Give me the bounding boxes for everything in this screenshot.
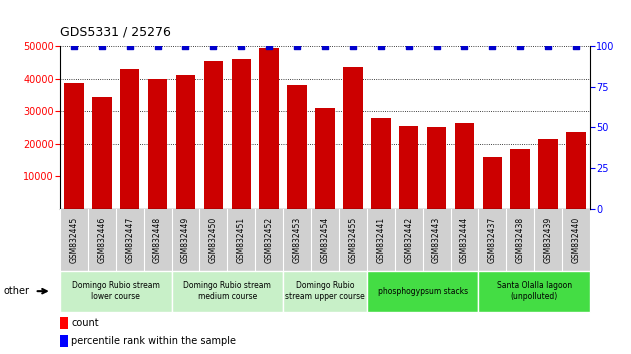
Point (69, 43, 79, 49)
Text: GDS5331 / 25276: GDS5331 / 25276 (60, 26, 171, 39)
Bar (92, 97, 112, 209)
Point (97, 43, 107, 49)
Bar (566, 132, 586, 209)
Text: GSM832440: GSM832440 (572, 217, 581, 263)
Bar (427, 127, 446, 209)
Text: percentile rank within the sample: percentile rank within the sample (71, 336, 236, 346)
Text: GSM832439: GSM832439 (544, 217, 553, 263)
Point (404, 43, 414, 49)
Text: GSM832437: GSM832437 (488, 217, 497, 263)
Point (292, 43, 302, 49)
Text: GSM832454: GSM832454 (321, 217, 329, 263)
Bar (371, 118, 391, 209)
Text: GSM832452: GSM832452 (264, 217, 274, 263)
Text: count: count (71, 318, 98, 328)
Bar (64, 84, 84, 209)
Bar (510, 149, 530, 209)
Text: GSM832455: GSM832455 (348, 217, 357, 263)
Text: GSM832451: GSM832451 (237, 217, 245, 263)
Bar (60, 209, 590, 271)
Text: GSM832438: GSM832438 (516, 217, 525, 263)
Bar (283, 271, 367, 312)
Point (459, 43, 469, 49)
Bar (316, 108, 334, 209)
Text: GSM832444: GSM832444 (460, 217, 469, 263)
Bar (232, 59, 251, 209)
Text: phosphogypsum stacks: phosphogypsum stacks (377, 287, 468, 296)
Bar (478, 271, 590, 312)
Text: GSM832450: GSM832450 (209, 217, 218, 263)
Bar (172, 271, 283, 312)
Point (515, 43, 525, 49)
Bar (60, 317, 68, 329)
Point (348, 43, 358, 49)
Bar (60, 271, 172, 312)
Bar (60, 335, 68, 347)
Bar (120, 69, 139, 209)
Text: Domingo Rubio
stream upper course: Domingo Rubio stream upper course (285, 281, 365, 301)
Bar (483, 157, 502, 209)
Point (432, 43, 442, 49)
Point (153, 43, 163, 49)
Text: GSM832445: GSM832445 (69, 217, 78, 263)
Bar (259, 48, 279, 209)
Text: GSM832448: GSM832448 (153, 217, 162, 263)
Text: GSM832447: GSM832447 (125, 217, 134, 263)
Text: GSM832446: GSM832446 (97, 217, 106, 263)
Text: GSM832449: GSM832449 (181, 217, 190, 263)
Point (180, 43, 191, 49)
Point (320, 43, 330, 49)
Point (264, 43, 274, 49)
Text: Santa Olalla lagoon
(unpolluted): Santa Olalla lagoon (unpolluted) (497, 281, 572, 301)
Bar (148, 79, 167, 209)
Point (487, 43, 497, 49)
Point (125, 43, 135, 49)
Point (375, 43, 386, 49)
Bar (455, 122, 475, 209)
Text: other: other (3, 286, 29, 296)
Text: GSM832443: GSM832443 (432, 217, 441, 263)
Bar (399, 126, 418, 209)
Point (208, 43, 218, 49)
Point (543, 43, 553, 49)
Bar (367, 271, 478, 312)
Bar (204, 61, 223, 209)
Text: Domingo Rubio stream
lower course: Domingo Rubio stream lower course (72, 281, 160, 301)
Text: GSM832442: GSM832442 (404, 217, 413, 263)
Text: Domingo Rubio stream
medium course: Domingo Rubio stream medium course (184, 281, 271, 301)
Bar (538, 139, 558, 209)
Bar (175, 75, 195, 209)
Bar (287, 85, 307, 209)
Text: GSM832453: GSM832453 (293, 217, 302, 263)
Point (571, 43, 581, 49)
Text: GSM832441: GSM832441 (376, 217, 386, 263)
Point (236, 43, 246, 49)
Bar (343, 67, 363, 209)
